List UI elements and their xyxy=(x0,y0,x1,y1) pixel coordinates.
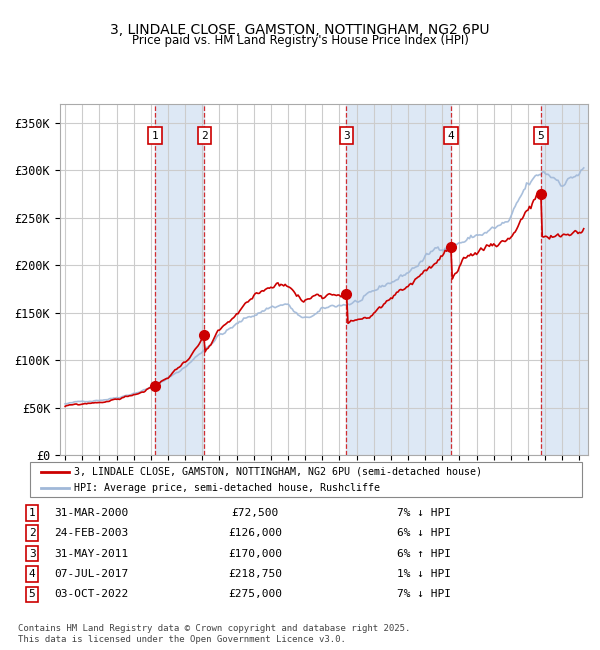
Text: 3, LINDALE CLOSE, GAMSTON, NOTTINGHAM, NG2 6PU (semi-detached house): 3, LINDALE CLOSE, GAMSTON, NOTTINGHAM, N… xyxy=(74,467,482,476)
Text: 03-OCT-2022: 03-OCT-2022 xyxy=(54,590,128,599)
Text: 07-JUL-2017: 07-JUL-2017 xyxy=(54,569,128,579)
Text: 6% ↓ HPI: 6% ↓ HPI xyxy=(397,528,451,538)
Text: 4: 4 xyxy=(29,569,35,579)
Text: £170,000: £170,000 xyxy=(228,549,282,558)
Text: 1: 1 xyxy=(29,508,35,518)
Text: 2: 2 xyxy=(201,131,208,140)
Text: HPI: Average price, semi-detached house, Rushcliffe: HPI: Average price, semi-detached house,… xyxy=(74,484,380,493)
Text: 24-FEB-2003: 24-FEB-2003 xyxy=(54,528,128,538)
Text: 31-MAY-2011: 31-MAY-2011 xyxy=(54,549,128,558)
Text: 7% ↓ HPI: 7% ↓ HPI xyxy=(397,590,451,599)
Text: 1: 1 xyxy=(152,131,158,140)
Text: 4: 4 xyxy=(448,131,454,140)
Bar xyxy=(541,104,588,455)
Text: Price paid vs. HM Land Registry's House Price Index (HPI): Price paid vs. HM Land Registry's House … xyxy=(131,34,469,47)
Text: £126,000: £126,000 xyxy=(228,528,282,538)
Text: 1% ↓ HPI: 1% ↓ HPI xyxy=(397,569,451,579)
FancyBboxPatch shape xyxy=(30,462,582,497)
Text: 3: 3 xyxy=(29,549,35,558)
Text: 2: 2 xyxy=(29,528,35,538)
Text: 3, LINDALE CLOSE, GAMSTON, NOTTINGHAM, NG2 6PU: 3, LINDALE CLOSE, GAMSTON, NOTTINGHAM, N… xyxy=(110,23,490,37)
Text: 7% ↓ HPI: 7% ↓ HPI xyxy=(397,508,451,518)
Text: £72,500: £72,500 xyxy=(231,508,278,518)
Text: 3: 3 xyxy=(343,131,350,140)
Bar xyxy=(155,104,205,455)
Text: 5: 5 xyxy=(29,590,35,599)
Bar xyxy=(346,104,451,455)
Text: £275,000: £275,000 xyxy=(228,590,282,599)
Text: 5: 5 xyxy=(538,131,544,140)
Text: 6% ↑ HPI: 6% ↑ HPI xyxy=(397,549,451,558)
Text: 31-MAR-2000: 31-MAR-2000 xyxy=(54,508,128,518)
Text: £218,750: £218,750 xyxy=(228,569,282,579)
Text: Contains HM Land Registry data © Crown copyright and database right 2025.
This d: Contains HM Land Registry data © Crown c… xyxy=(18,624,410,644)
